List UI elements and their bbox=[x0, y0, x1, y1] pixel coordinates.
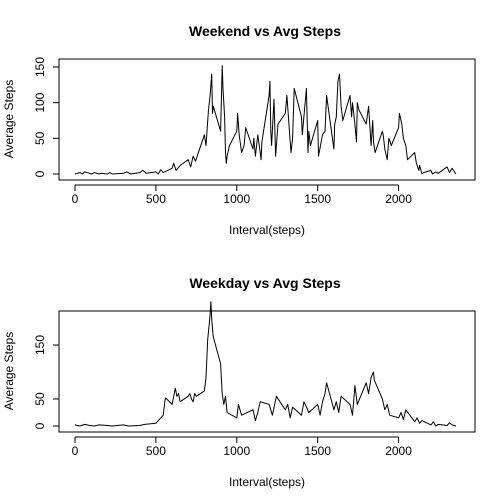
weekend-series-line bbox=[74, 65, 457, 175]
weekend-y-axis-label: Average Steps bbox=[2, 80, 16, 159]
weekday-x-tick-label: 1500 bbox=[304, 444, 331, 458]
weekday-x-tick-label: 1000 bbox=[223, 444, 250, 458]
weekend-x-tick-label: 500 bbox=[146, 192, 166, 206]
weekday-series-line bbox=[74, 301, 457, 427]
weekend-x-tick-label: 1000 bbox=[223, 192, 250, 206]
weekday-y-tick-label: 50 bbox=[33, 392, 47, 406]
weekday-x-axis-label: Interval(steps) bbox=[229, 475, 305, 489]
weekday-y-axis-label: Average Steps bbox=[2, 332, 16, 411]
weekend-chart: Weekend vs Avg Steps Interval(steps) Ave… bbox=[2, 23, 476, 237]
weekend-y-tick-label: 50 bbox=[33, 131, 47, 145]
weekday-x-tick-label: 2000 bbox=[385, 444, 412, 458]
weekend-y-tick-label: 150 bbox=[33, 57, 47, 77]
weekday-axes: 0 500 1000 1500 2000 0 50 150 bbox=[33, 301, 457, 458]
weekday-x-tick-label: 500 bbox=[146, 444, 166, 458]
weekend-x-tick-label: 2000 bbox=[385, 192, 412, 206]
weekday-plot-frame bbox=[58, 310, 476, 433]
weekend-plot-frame bbox=[58, 58, 476, 181]
weekend-axes: 0 500 1000 1500 2000 0 50 100 150 bbox=[33, 57, 457, 206]
weekend-chart-title: Weekend vs Avg Steps bbox=[189, 23, 341, 39]
weekend-y-tick-label: 100 bbox=[33, 92, 47, 112]
weekday-x-tick-label: 0 bbox=[72, 444, 79, 458]
weekend-y-tick-label: 0 bbox=[33, 170, 47, 177]
weekday-y-tick-label: 0 bbox=[33, 422, 47, 429]
weekend-x-tick-label: 0 bbox=[72, 192, 79, 206]
weekend-x-tick-label: 1500 bbox=[304, 192, 331, 206]
weekday-y-tick-label: 150 bbox=[33, 335, 47, 355]
weekday-chart-title: Weekday vs Avg Steps bbox=[189, 275, 340, 291]
weekday-chart: Weekday vs Avg Steps Interval(steps) Ave… bbox=[2, 275, 476, 489]
weekend-x-axis-label: Interval(steps) bbox=[229, 223, 305, 237]
